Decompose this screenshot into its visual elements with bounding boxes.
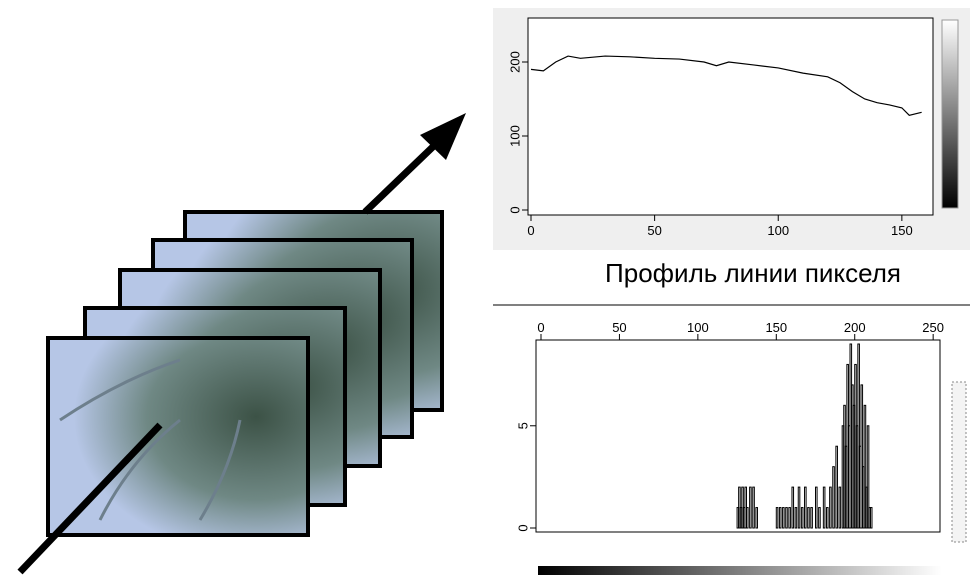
x-tick-label: 0 <box>537 320 544 335</box>
y-tick-label: 5 <box>515 422 530 429</box>
caption: Профиль линии пикселя <box>605 258 901 288</box>
image-stack <box>48 212 442 535</box>
x-tick-label: 150 <box>891 223 913 238</box>
x-tick-label: 200 <box>844 320 866 335</box>
x-tick-label: 0 <box>527 223 534 238</box>
x-tick-label: 50 <box>612 320 626 335</box>
histogram-plot <box>536 340 940 532</box>
x-tick-label: 150 <box>765 320 787 335</box>
figure: Профиль линии пикселя 050100150010020005… <box>0 0 970 575</box>
y-tick-label: 200 <box>507 51 522 73</box>
x-tick-label: 50 <box>647 223 661 238</box>
gray-ramp <box>538 566 942 575</box>
x-tick-label: 250 <box>922 320 944 335</box>
colorbar <box>942 20 958 208</box>
scrollbar <box>952 382 966 542</box>
y-tick-label: 0 <box>515 524 530 531</box>
profile-plot <box>528 18 933 215</box>
y-tick-label: 0 <box>507 206 522 213</box>
x-tick-label: 100 <box>687 320 709 335</box>
x-tick-label: 100 <box>767 223 789 238</box>
y-tick-label: 100 <box>507 125 522 147</box>
